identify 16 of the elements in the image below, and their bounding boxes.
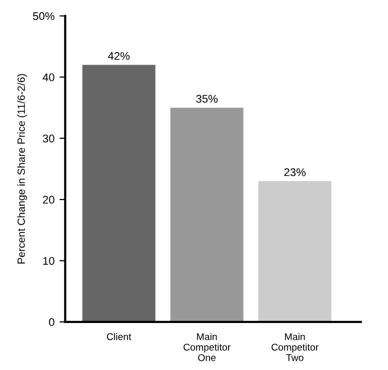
data-label: 42% (108, 52, 130, 60)
data-label: 23% (284, 168, 306, 176)
y-tick-label: 50% (32, 12, 54, 20)
x-tick-label: Main Competitor One (184, 333, 230, 362)
bar (170, 108, 244, 322)
y-tick-label: 40 (42, 73, 54, 82)
y-tick-label: 20 (42, 196, 54, 204)
bar (82, 64, 156, 322)
y-tick-label: 0 (49, 318, 54, 326)
bar (258, 181, 332, 322)
x-tick-label: Client (106, 333, 132, 340)
y-axis-title: Percent Change in Share Price (11/6-2/6) (17, 74, 27, 264)
y-tick-label: 30 (42, 134, 54, 142)
x-tick-label: Main Competitor Two (272, 333, 318, 362)
y-tick-label: 10 (43, 256, 54, 265)
data-label: 35% (196, 94, 218, 103)
